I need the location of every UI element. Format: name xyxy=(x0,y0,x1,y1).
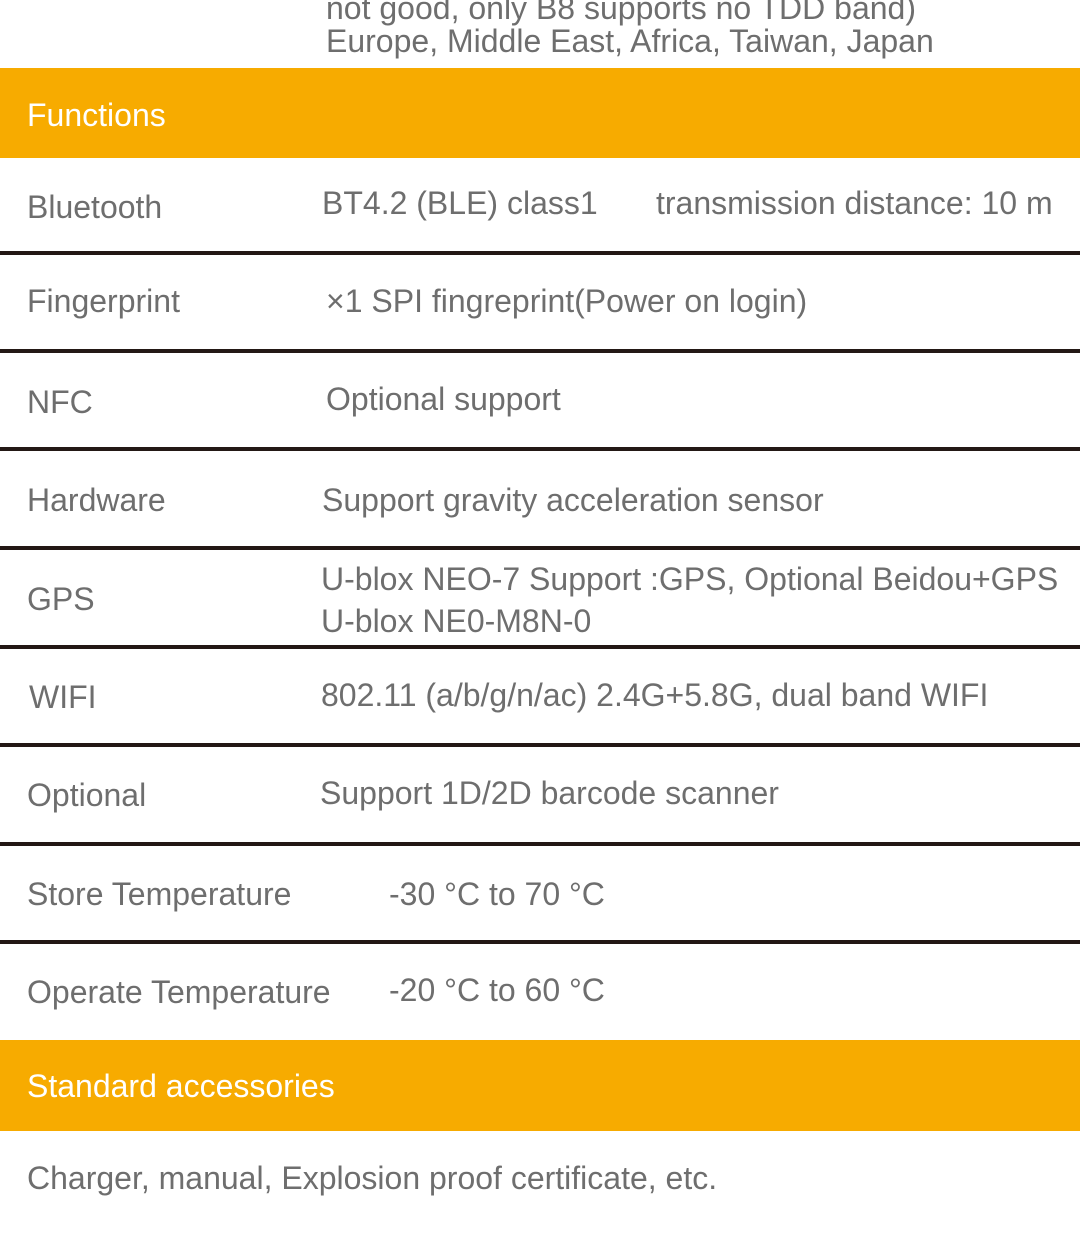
section-header-functions: Functions xyxy=(0,68,1080,158)
section-title: Standard accessories xyxy=(27,1068,335,1104)
section-header-accessories: Standard accessories xyxy=(0,1040,1080,1131)
row-label: WIFI xyxy=(29,679,97,715)
top-line-1: not good, only B8 supports no TDD band) xyxy=(326,0,916,26)
row-label: Bluetooth xyxy=(27,189,163,225)
row-value: U-blox NEO-7 Support :GPS, Optional Beid… xyxy=(321,561,1059,597)
row-value-2: transmission distance: 10 m xyxy=(656,185,1053,221)
row-divider xyxy=(0,349,1080,353)
row-divider xyxy=(0,743,1080,747)
row-divider xyxy=(0,546,1080,550)
row-label: NFC xyxy=(27,384,93,420)
row-divider xyxy=(0,447,1080,451)
row-divider xyxy=(0,251,1080,255)
row-value: ×1 SPI fingreprint(Power on login) xyxy=(326,283,808,319)
row-divider xyxy=(0,645,1080,649)
row-label: Fingerprint xyxy=(27,283,180,319)
row-value: -20 °C to 60 °C xyxy=(389,972,605,1008)
row-value-2: U-blox NE0-M8N-0 xyxy=(321,603,592,639)
top-line-2: Europe, Middle East, Africa, Taiwan, Jap… xyxy=(326,23,934,59)
row-label: Hardware xyxy=(27,482,166,518)
row-divider xyxy=(0,940,1080,944)
row-value: BT4.2 (BLE) class1 xyxy=(322,185,598,221)
row-label: Store Temperature xyxy=(27,876,292,912)
row-value: 802.11 (a/b/g/n/ac) 2.4G+5.8G, dual band… xyxy=(321,677,989,713)
row-value: Support 1D/2D barcode scanner xyxy=(320,775,779,811)
row-label: Operate Temperature xyxy=(27,974,331,1010)
row-label: GPS xyxy=(27,581,95,617)
row-divider xyxy=(0,842,1080,846)
section-title: Functions xyxy=(27,97,166,133)
row-value: -30 °C to 70 °C xyxy=(389,876,605,912)
accessories-value: Charger, manual, Explosion proof certifi… xyxy=(27,1160,718,1196)
row-value: Support gravity acceleration sensor xyxy=(322,482,824,518)
row-label: Optional xyxy=(27,777,147,813)
row-value: Optional support xyxy=(326,381,561,417)
